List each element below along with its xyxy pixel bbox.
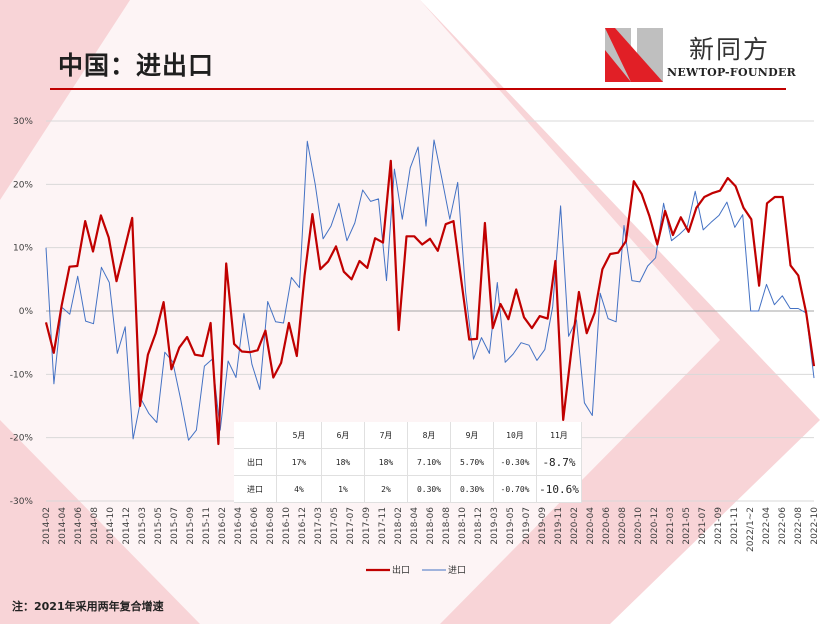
footnote: 注：2021年采用两年复合增速 (12, 600, 164, 613)
table-row: 进口 4% 1% 2% 0.30% 0.30% -0.70% -10.6% (234, 475, 582, 503)
table-row: 出口 17% 18% 18% 7.10% 5.70% -0.30% -8.7% (234, 448, 582, 476)
x-tick-label: 2020-02 (570, 507, 580, 545)
x-tick-label: 2016-06 (250, 507, 260, 545)
legend-label: 进口 (448, 565, 466, 576)
x-tick-label: 2018-04 (410, 507, 420, 545)
x-tick-label: 2014-06 (74, 507, 84, 545)
x-tick-label: 2014-02 (42, 507, 52, 545)
logo-english-name: NEWTOP-FOUNDER (667, 66, 797, 79)
table-cell: -0.70% (493, 475, 537, 503)
x-tick-label: 2017-03 (314, 507, 324, 545)
title-rule (50, 88, 786, 90)
x-tick-label: 2020-12 (650, 507, 660, 545)
x-tick-label: 2018-08 (442, 507, 452, 545)
x-tick-label: 2021-07 (698, 507, 708, 545)
x-tick-label: 2022-06 (778, 507, 788, 545)
x-tick-label: 2022/1~2 (746, 507, 756, 552)
x-tick-label: 2017-07 (346, 507, 356, 545)
table-cell (234, 422, 277, 449)
import-series-line (45, 139, 815, 441)
x-tick-label: 2021-03 (666, 507, 676, 545)
legend-label: 出口 (392, 564, 410, 576)
y-tick-label: -10% (10, 370, 34, 380)
x-tick-label: 2016-04 (234, 507, 244, 545)
logo-mark-icon (605, 28, 663, 82)
table-cell: -8.7% (536, 448, 582, 476)
table-cell: 8月 (407, 422, 451, 449)
x-tick-label: 2019-11 (554, 507, 564, 545)
x-tick-label: 2018-12 (474, 507, 484, 545)
x-tick-label: 2014-10 (106, 507, 116, 545)
x-tick-label: 2016-02 (218, 507, 228, 545)
table-cell: -10.6% (536, 475, 582, 503)
x-tick-label: 2014-08 (90, 507, 100, 545)
x-tick-label: 2015-11 (202, 507, 212, 545)
x-tick-label: 2017-09 (362, 507, 372, 545)
table-cell: 5.70% (450, 448, 494, 476)
company-logo: 新同方 NEWTOP-FOUNDER (605, 28, 797, 84)
x-tick-label: 2019-09 (538, 507, 548, 545)
table-header-row: 5月 6月 7月 8月 9月 10月 11月 (234, 422, 582, 449)
table-cell: 7月 (364, 422, 408, 449)
y-tick-label: 10% (13, 244, 33, 254)
table-cell: 18% (364, 448, 408, 476)
x-tick-label: 2014-04 (58, 507, 68, 545)
x-tick-label: 2019-07 (522, 507, 532, 545)
x-tick-label: 2020-04 (586, 507, 596, 545)
x-tick-label: 2014-12 (122, 507, 132, 545)
x-tick-label: 2016-08 (266, 507, 276, 545)
x-tick-label: 2016-12 (298, 507, 308, 545)
table-cell: 5月 (276, 422, 322, 449)
white-band (440, 0, 832, 380)
table-cell: 9月 (450, 422, 494, 449)
table-cell: 0.30% (407, 475, 451, 503)
x-tick-label: 2020-06 (602, 507, 612, 545)
summary-table: 5月 6月 7月 8月 9月 10月 11月 出口 17% 18% 18% 7.10% 5.70% -0.… (234, 422, 582, 503)
x-tick-label: 2015-07 (170, 507, 180, 545)
table-cell: 1% (321, 475, 365, 503)
table-cell: 18% (321, 448, 365, 476)
x-tick-label: 2020-10 (634, 507, 644, 545)
table-cell: 7.10% (407, 448, 451, 476)
table-cell: 0.30% (450, 475, 494, 503)
table-cell: 10月 (493, 422, 537, 449)
x-tick-label: 2017-05 (330, 507, 340, 545)
x-tick-label: 2019-05 (506, 507, 516, 545)
table-cell: -0.30% (493, 448, 537, 476)
x-tick-label: 2015-09 (186, 507, 196, 545)
x-tick-label: 2022-08 (794, 507, 804, 545)
x-tick-label: 2016-10 (282, 507, 292, 545)
x-tick-label: 2015-03 (138, 507, 148, 545)
x-tick-label: 2021-11 (730, 507, 740, 545)
table-cell: 11月 (536, 422, 582, 449)
x-tick-label: 2015-05 (154, 507, 164, 545)
x-tick-label: 2019-03 (490, 507, 500, 545)
table-cell: 进口 (234, 475, 277, 503)
page-title: 中国：进出口 (58, 51, 215, 80)
x-tick-label: 2018-06 (426, 507, 436, 545)
export-series-line (44, 159, 816, 446)
table-cell: 出口 (234, 448, 277, 476)
x-tick-label: 2022-10 (810, 507, 820, 545)
y-tick-label: 0% (19, 307, 34, 317)
x-tick-label: 2018-10 (458, 507, 468, 545)
table-cell: 17% (276, 448, 322, 476)
y-tick-label: 20% (13, 180, 33, 190)
x-tick-label: 2017-11 (378, 507, 388, 545)
y-tick-label: 30% (13, 117, 33, 127)
x-tick-label: 2018-02 (394, 507, 404, 545)
y-tick-label: -20% (10, 434, 34, 444)
table-cell: 6月 (321, 422, 365, 449)
y-tick-label: -30% (10, 497, 34, 507)
x-tick-label: 2021-05 (682, 507, 692, 545)
x-tick-label: 2022-04 (762, 507, 772, 545)
table-cell: 2% (364, 475, 408, 503)
table-cell: 4% (276, 475, 322, 503)
x-tick-label: 2021-09 (714, 507, 724, 545)
x-tick-label: 2020-08 (618, 507, 628, 545)
logo-chinese-name: 新同方 (689, 35, 771, 64)
